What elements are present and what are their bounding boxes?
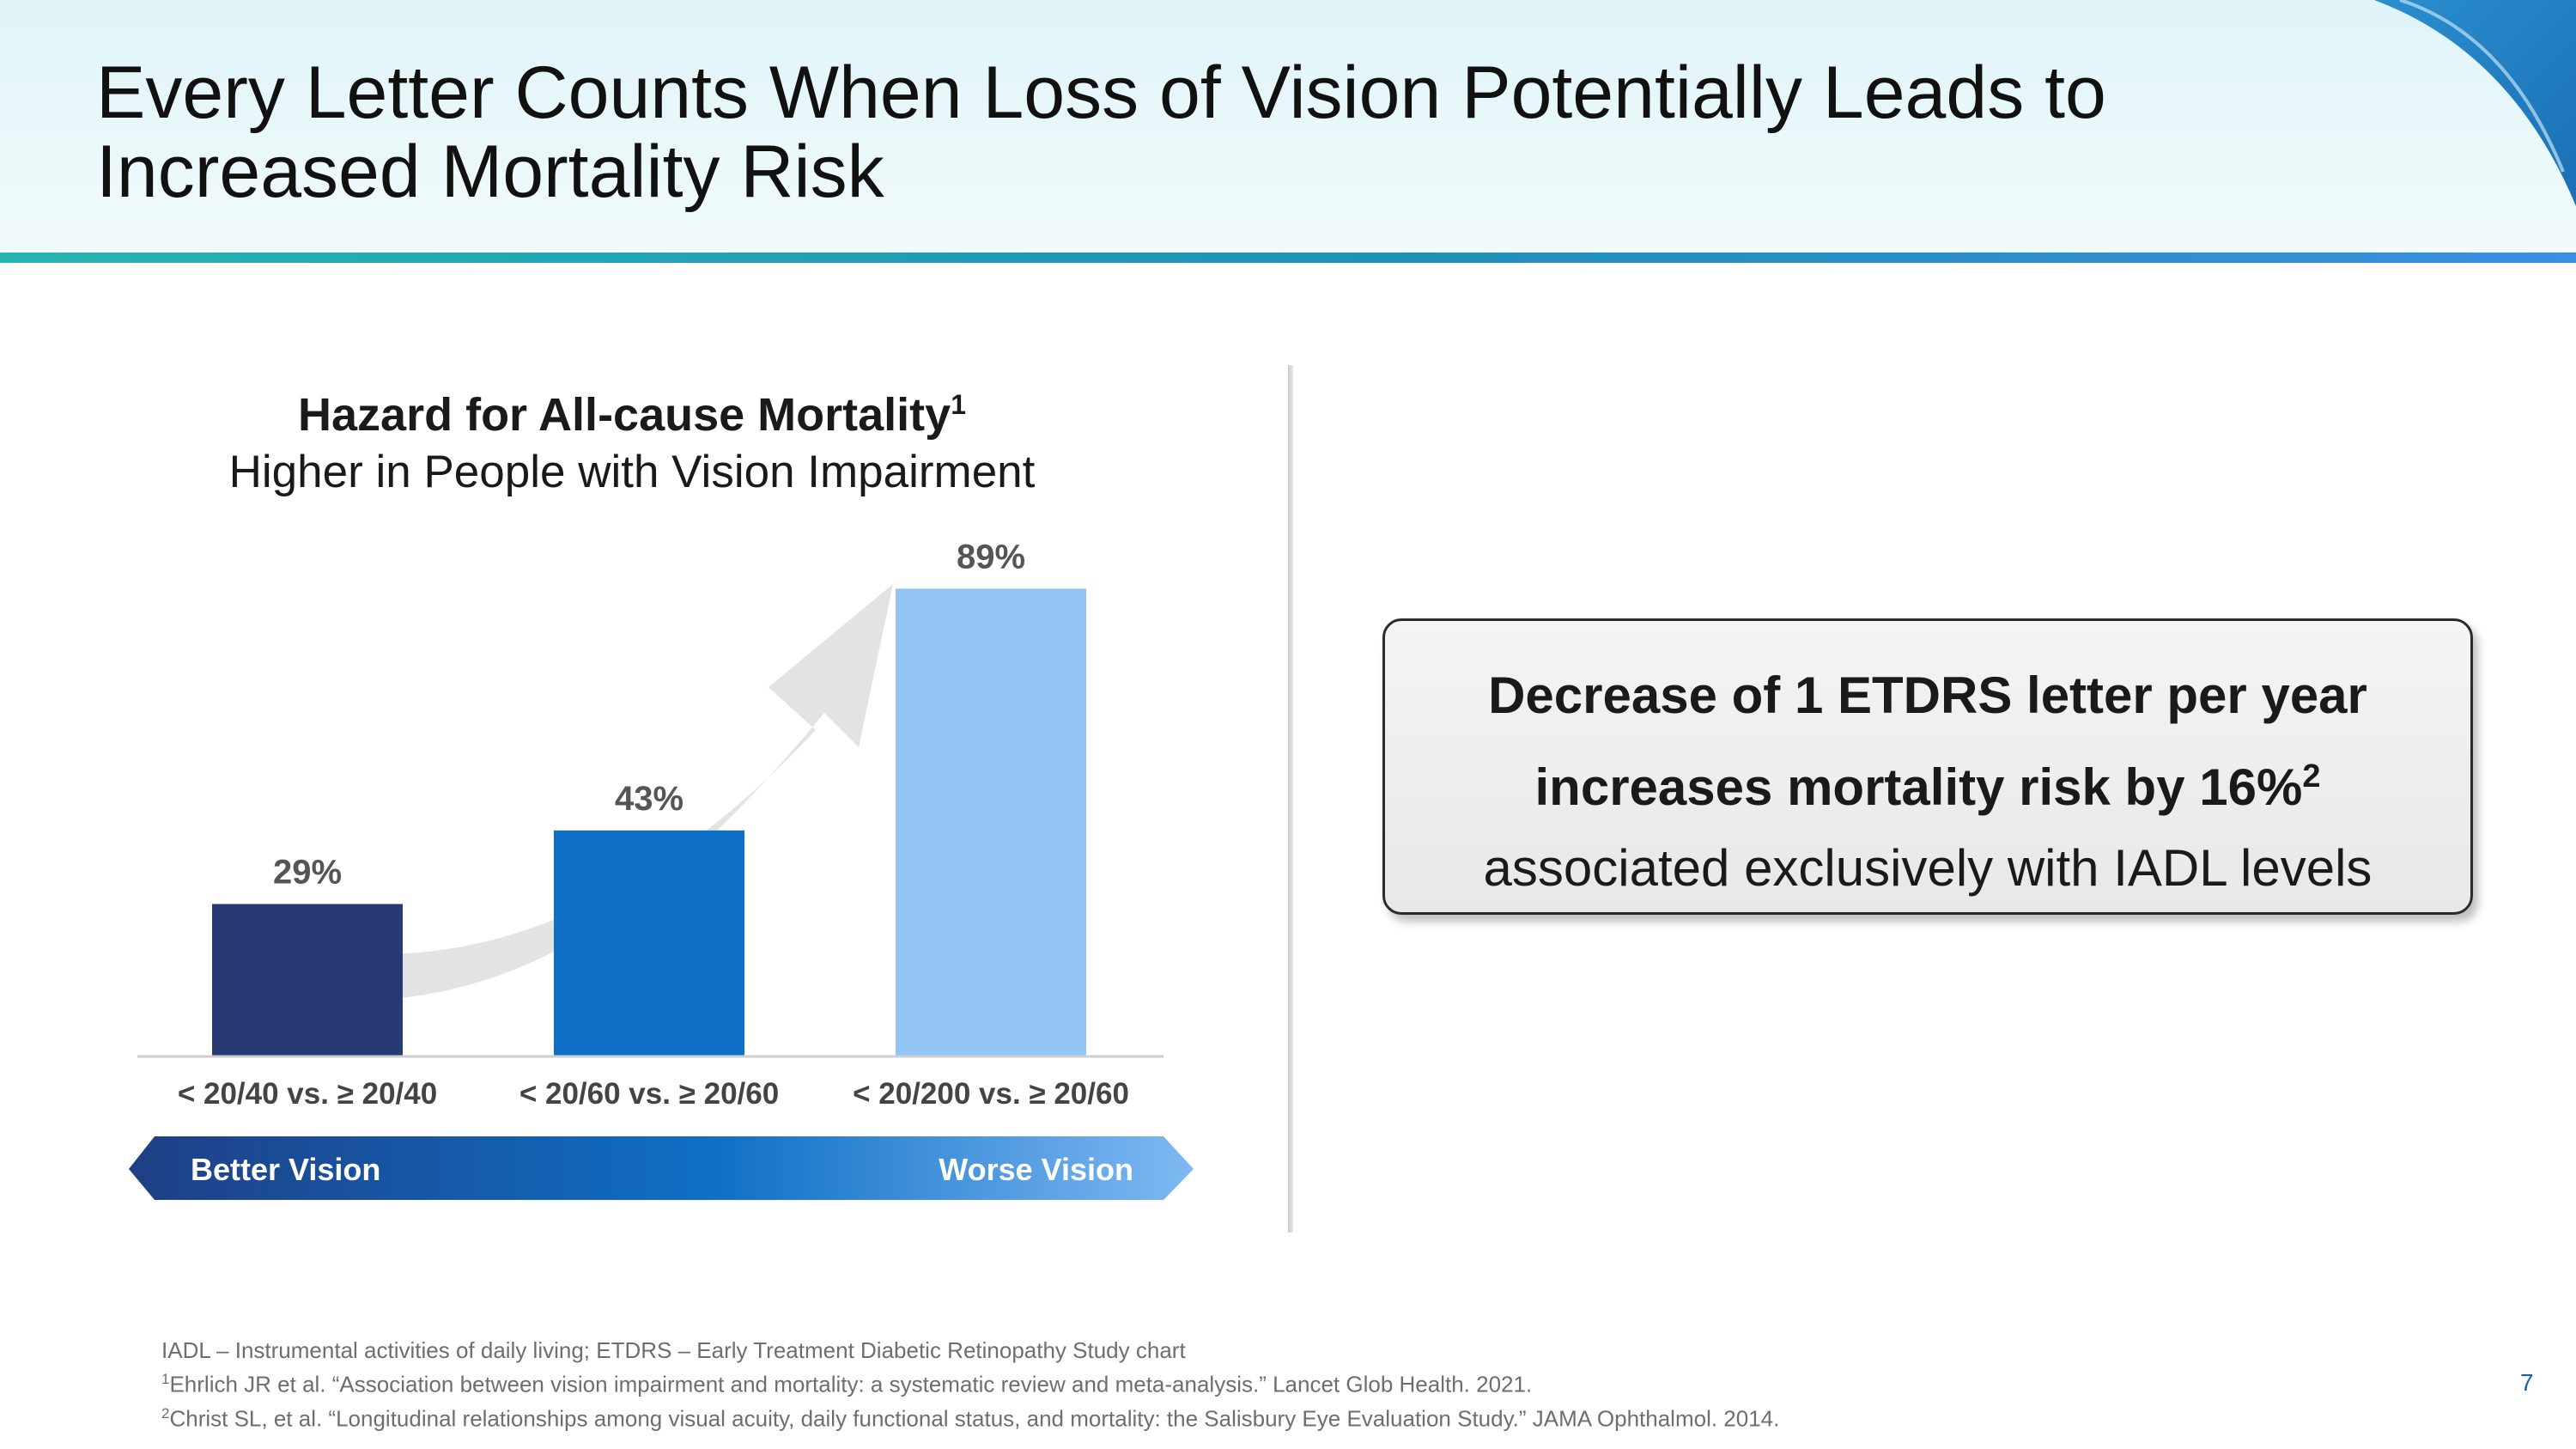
chart-title: Hazard for All-cause Mortality1 <box>117 376 1147 443</box>
callout-line2: increases mortality risk by 16%2 <box>1385 736 2470 828</box>
trend-arrow-icon <box>361 584 893 1001</box>
callout-line2-superscript: 2 <box>2302 758 2321 795</box>
category-label-1: < 20/40 vs. ≥ 20/40 <box>178 1077 437 1111</box>
footnote-ref2-mark: 2 <box>161 1404 170 1422</box>
chart-subtitle: Higher in People with Vision Impairment <box>228 447 1036 497</box>
footnote-abbreviations: IADL – Instrumental activities of daily … <box>161 1337 1186 1363</box>
header-rule <box>0 253 2576 263</box>
data-label-3: 89% <box>957 538 1025 575</box>
data-label-1: 29% <box>273 854 342 892</box>
bars-layer: 29% < 20/40 vs. ≥ 20/40 43% < 20/60 vs. ≥ 2… <box>178 538 1129 1111</box>
footnote-ref1: 1Ehrlich JR et al. “Association between … <box>161 1365 1779 1399</box>
chart-title-block: Hazard for All-cause Mortality1 Higher i… <box>117 376 1147 502</box>
data-label-2: 43% <box>615 780 683 818</box>
footnote-ref1-mark: 1 <box>161 1371 170 1387</box>
page-number: 7 <box>2520 1369 2534 1396</box>
slide-title-line1: Every Letter Counts When Loss of Vision … <box>96 52 2106 134</box>
category-label-2: < 20/60 vs. ≥ 20/60 <box>519 1077 779 1111</box>
key-finding-callout: Decrease of 1 ETDRS letter per year incr… <box>1382 618 2473 915</box>
slide-title: Every Letter Counts When Loss of Vision … <box>96 53 2286 211</box>
scale-left-label: Better Vision <box>191 1152 380 1187</box>
callout-line2-text: increases mortality risk by 16% <box>1534 758 2303 816</box>
vertical-divider <box>1288 365 1293 1233</box>
chart-title-text: Hazard for All-cause Mortality <box>298 389 951 441</box>
slide-header: Every Letter Counts When Loss of Vision … <box>0 0 2576 254</box>
footnotes: IADL – Instrumental activities of daily … <box>161 1336 1779 1433</box>
category-label-3: < 20/200 vs. ≥ 20/60 <box>853 1077 1129 1111</box>
footnote-ref1-text: Ehrlich JR et al. “Association between v… <box>169 1371 1533 1397</box>
slide-title-line2: Increased Mortality Risk <box>96 131 884 213</box>
scale-right-label: Worse Vision <box>939 1152 1133 1187</box>
footnote-ref2-text: Christ SL, et al. “Longitudinal relation… <box>169 1405 1780 1432</box>
callout-line1: Decrease of 1 ETDRS letter per year <box>1488 667 2367 724</box>
corner-swoosh-decoration <box>2374 0 2576 206</box>
footnote-ref2: 2Christ SL, et al. “Longitudinal relatio… <box>161 1399 1779 1434</box>
vision-scale-arrow: Better Vision Worse Vision <box>129 1136 1194 1200</box>
chart-title-superscript: 1 <box>951 389 966 420</box>
bar-1 <box>212 904 403 1056</box>
callout-line3: associated exclusively with IADL levels <box>1483 839 2372 897</box>
bar-3 <box>896 588 1086 1056</box>
bar-2 <box>554 830 744 1056</box>
